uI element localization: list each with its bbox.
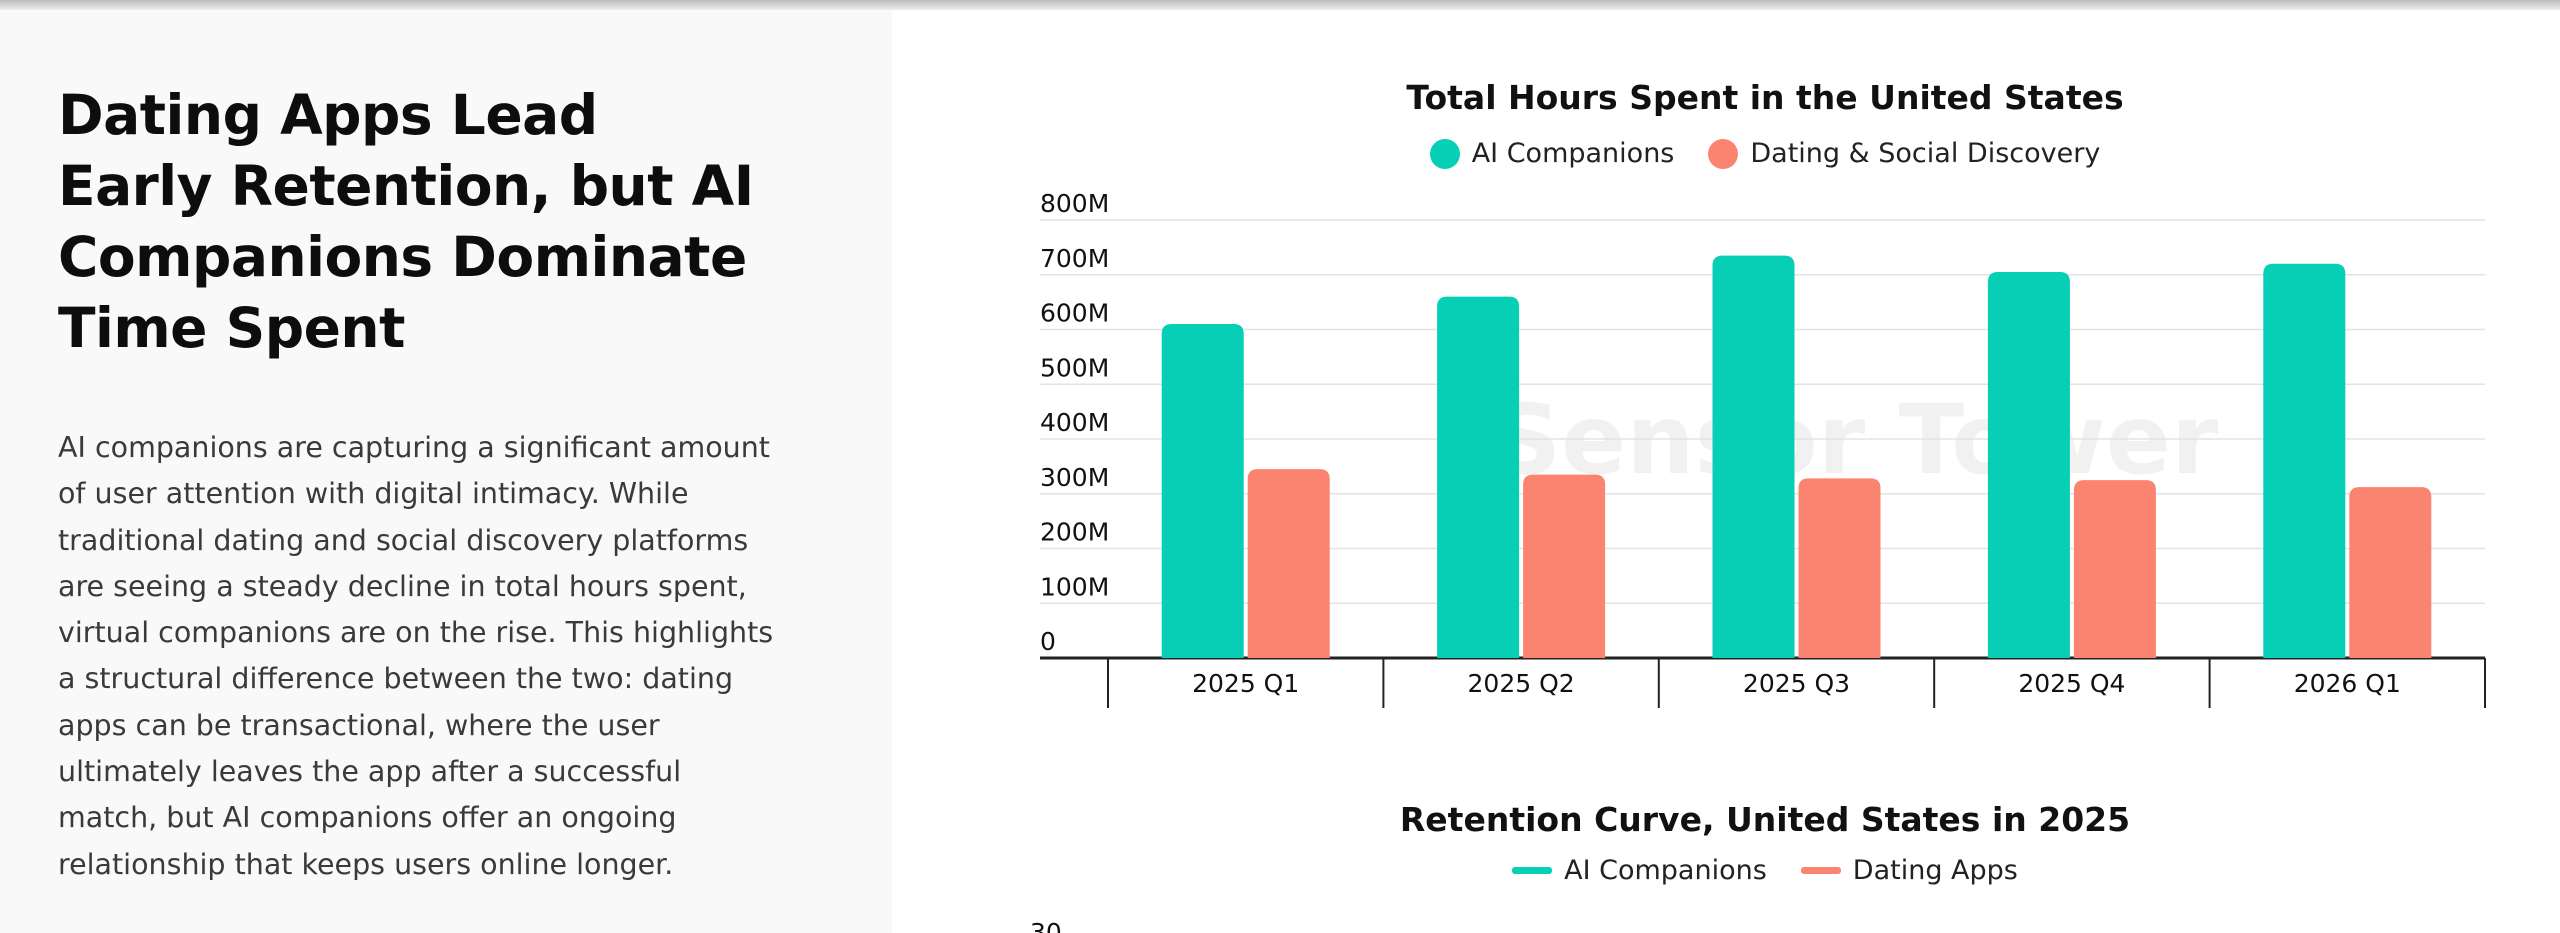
legend-label-ai-retention: AI Companions [1564,855,1767,886]
bar-ai-companions [1987,272,2070,658]
y-tick-label: 200M [1040,518,1109,547]
x-tick-label: 2025 Q3 [1743,669,1850,698]
body-text: AI companions are capturing a significan… [58,431,774,881]
legend-swatch-dating [1708,138,1739,169]
x-tick-label: 2025 Q4 [2018,669,2125,698]
chart-legend-retention: AI Companions Dating Apps [1160,855,2370,886]
bar-ai-companions [1437,296,1520,658]
y-tick-label: 600M [1040,299,1109,328]
bar-dating-social [2349,487,2432,658]
legend-swatch-dating-retention [1800,867,1841,874]
chart-title-hours: Total Hours Spent in the United States [1406,78,2124,117]
x-tick-label: 2026 Q1 [2294,669,2401,698]
legend-label-dating: Dating & Social Discovery [1750,138,2101,169]
y-tick-label: 700M [1040,244,1109,273]
y-tick-label: 100M [1040,572,1109,601]
bar-dating-social [2073,480,2156,658]
legend-label-ai: AI Companions [1471,138,1675,169]
y-tick-label: 300M [1040,463,1109,492]
legend-item-dating-retention[interactable]: Dating Apps [1800,855,2018,886]
article-panel: Dating Apps Lead Early Retention, but AI… [0,10,892,933]
bar-ai-companions [1161,324,1244,658]
x-tick-label: 2025 Q1 [1192,669,1299,698]
legend-swatch-ai [1429,138,1460,169]
legend-item-ai[interactable]: AI Companions [1429,138,1675,169]
bar-dating-social [1247,469,1330,658]
bar-ai-companions [1712,255,1795,658]
x-tick-label: 2025 Q2 [1468,669,1575,698]
bar-dating-social [1523,474,1606,658]
chart-legend-hours: AI Companions Dating & Social Discovery [1160,138,2370,169]
hours-bar-chart: 0 100M 200M 300M 400M 500M 600M 700M 800M 2025 Q1… [1040,189,2486,708]
y-tick-label: 500M [1040,353,1109,382]
legend-item-dating[interactable]: Dating & Social Discovery [1708,138,2100,169]
retention-y-tick: 30 [1030,918,1062,933]
bar-dating-social [1798,478,1881,658]
bar-ai-companions [2263,263,2346,658]
y-tick-label: 800M [1040,189,1109,218]
top-divider [0,0,2560,10]
y-tick-label: 0 [1040,627,1056,656]
headline: Dating Apps Lead Early Retention, but AI… [58,83,754,360]
y-tick-label: 400M [1040,408,1109,437]
legend-item-ai-retention[interactable]: AI Companions [1512,855,1767,886]
chart-title-retention: Retention Curve, United States in 2025 [1399,800,2131,839]
legend-swatch-ai-retention [1512,867,1553,874]
legend-label-dating-retention: Dating Apps [1852,855,2018,886]
